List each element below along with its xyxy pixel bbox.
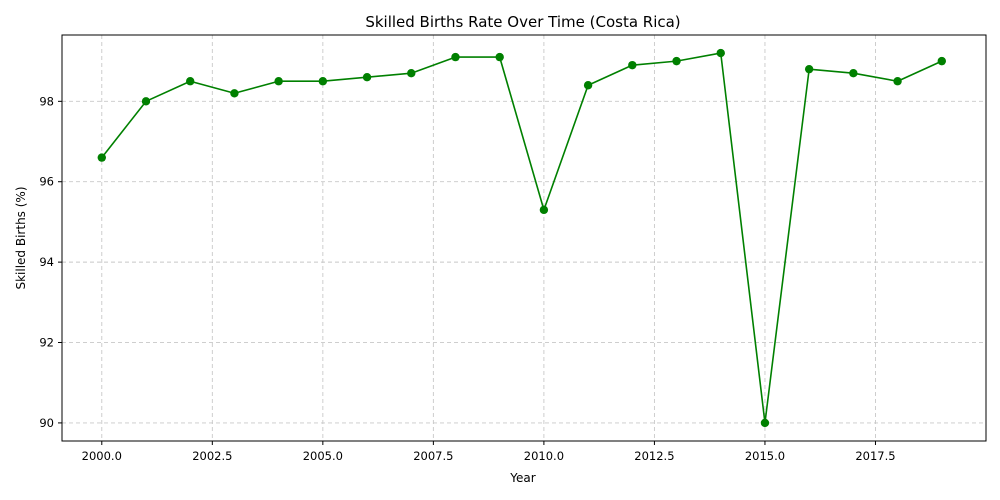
data-point bbox=[539, 205, 549, 215]
y-tick-label: 94 bbox=[39, 255, 54, 269]
data-point bbox=[230, 89, 239, 98]
data-point bbox=[804, 64, 814, 74]
data-point bbox=[893, 77, 902, 86]
y-tick-label: 98 bbox=[39, 94, 54, 108]
data-point bbox=[716, 48, 725, 58]
y-axis-label: Skilled Births (%) bbox=[14, 186, 28, 289]
x-tick-label: 2015.0 bbox=[745, 449, 785, 463]
data-point bbox=[451, 52, 460, 62]
x-axis-label: Year bbox=[509, 471, 535, 485]
series-layer bbox=[97, 48, 946, 428]
data-point bbox=[186, 77, 195, 86]
data-point bbox=[495, 52, 504, 62]
data-point bbox=[141, 97, 151, 106]
x-tick-label: 2010.0 bbox=[524, 449, 564, 463]
x-tick-label: 2005.0 bbox=[303, 449, 343, 463]
x-tick-label: 2017.5 bbox=[855, 449, 895, 463]
x-tick-label: 2012.5 bbox=[634, 449, 674, 463]
y-tick-label: 92 bbox=[39, 336, 54, 350]
x-tick-label: 2002.5 bbox=[192, 449, 232, 463]
data-point bbox=[583, 81, 593, 90]
plot-frame bbox=[61, 34, 987, 442]
data-point bbox=[407, 68, 416, 78]
data-point bbox=[318, 77, 328, 86]
data-point bbox=[97, 153, 106, 162]
chart-title: Skilled Births Rate Over Time (Costa Ric… bbox=[365, 13, 680, 31]
y-tick-label: 90 bbox=[39, 416, 54, 430]
x-tick-label: 2007.5 bbox=[413, 449, 453, 463]
data-point bbox=[274, 77, 283, 86]
data-point bbox=[849, 68, 858, 78]
grid-layer bbox=[62, 35, 986, 441]
data-point bbox=[628, 60, 637, 70]
data-point bbox=[672, 56, 681, 66]
data-point bbox=[937, 56, 946, 66]
data-point bbox=[362, 73, 372, 82]
series-line bbox=[101, 52, 943, 424]
tick-layer: 2000.0 2002.5 2005.0 2007.5 2010.0 2012.5 2015… bbox=[39, 94, 895, 463]
y-tick-label: 96 bbox=[39, 175, 54, 189]
x-tick-label: 2000.0 bbox=[82, 449, 122, 463]
data-point bbox=[760, 418, 770, 428]
